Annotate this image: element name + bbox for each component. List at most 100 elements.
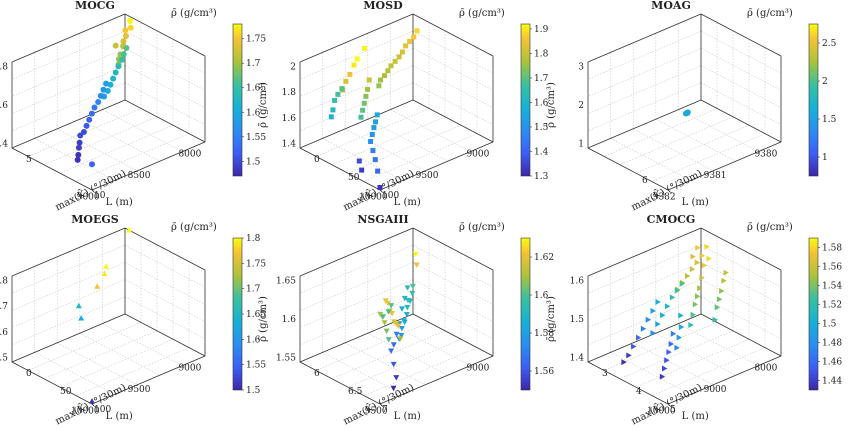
floor-grid-line <box>345 128 426 172</box>
wall-grid-line <box>299 262 414 311</box>
colorbar-tick-label: 1.65 <box>246 310 266 320</box>
z-tick-label: 3 <box>578 62 584 72</box>
chart-title: MOEGS <box>71 213 119 226</box>
data-point <box>692 301 699 308</box>
axis-edge <box>124 13 206 57</box>
data-point <box>119 56 126 63</box>
colorbar-tick-label: 1.6 <box>534 291 549 301</box>
floor-grid-line <box>651 133 766 182</box>
data-point <box>122 27 129 34</box>
wall-grid-line <box>700 244 782 288</box>
colorbar-label: ρ̄ (g/cm³) <box>459 222 505 233</box>
axis-edge <box>700 13 782 57</box>
wall-grid-line <box>299 296 414 346</box>
axis-edge <box>299 13 414 63</box>
axis-edge <box>667 355 782 405</box>
data-point <box>103 80 110 87</box>
floor-grid-line <box>27 322 142 371</box>
wall-grid-line <box>11 296 126 346</box>
data-point <box>398 333 405 339</box>
data-point <box>127 24 134 31</box>
z-tick-label: 2 <box>578 101 584 111</box>
data-point <box>120 51 127 58</box>
floor-grid-line <box>315 322 430 371</box>
chart-title: CMOCG <box>647 213 696 226</box>
wall-grid-line <box>412 30 494 74</box>
floor-grid-line <box>43 116 158 166</box>
wall-grid-line <box>11 48 126 97</box>
wall-grid-line <box>11 262 126 311</box>
colorbar-tick-label: 1 <box>822 153 828 163</box>
z-tick-label: 1.6 <box>0 328 8 338</box>
wall-grid-line <box>587 279 702 328</box>
data-point <box>376 83 382 89</box>
floor-grid-line <box>390 323 471 366</box>
colorbar-gradient <box>808 23 819 177</box>
colorbar-gradient <box>232 237 243 391</box>
floor-grid-line <box>619 116 734 166</box>
wall-grid-line <box>412 262 494 305</box>
y-tick-label: 5 <box>670 405 676 415</box>
y-tick-label: 6.5 <box>348 387 363 397</box>
wall-grid-line <box>124 262 206 305</box>
floor-grid-line <box>79 332 160 376</box>
floor-grid-line <box>322 352 403 395</box>
data-point <box>389 310 396 317</box>
data-point <box>384 300 391 307</box>
data-point <box>368 138 374 144</box>
x-tick-label: 10000 <box>647 407 676 417</box>
data-point <box>375 168 381 174</box>
data-point <box>95 98 102 105</box>
z-tick-label: 1.8 <box>0 276 8 286</box>
axes-box <box>299 227 494 405</box>
data-point <box>699 274 705 281</box>
data-point <box>89 398 95 404</box>
z-tick-label: 1.65 <box>276 276 296 286</box>
data-points <box>682 109 691 117</box>
x-tick-label: 9000 <box>704 385 727 395</box>
data-point <box>358 114 364 120</box>
colorbar: ρ̄ (g/cm³) 1.5 1.55 1.6 1.65 1.7 1.75 1.8 <box>171 222 266 396</box>
y-tick-label: 50 <box>60 387 72 397</box>
data-point <box>390 385 397 392</box>
floor-grid-line <box>603 322 718 371</box>
axes-box <box>11 13 206 191</box>
axes-box <box>299 13 494 191</box>
wall-grid-line <box>412 296 494 340</box>
data-point <box>365 86 371 92</box>
data-point <box>369 132 375 138</box>
data-point <box>688 322 694 328</box>
data-point <box>407 38 413 44</box>
data-point <box>689 266 696 273</box>
data-point <box>351 62 357 68</box>
data-point <box>676 334 682 341</box>
data-point <box>110 75 117 82</box>
floor-grid-line <box>59 338 174 388</box>
wall-grid-line <box>412 279 494 322</box>
z-tick-label: 1.6 <box>0 101 8 111</box>
data-point <box>393 375 400 381</box>
wall-grid-line <box>587 65 702 114</box>
floor-grid-line <box>331 330 446 380</box>
y-tick-label: 100 <box>94 405 111 415</box>
x-tick-label: 9500 <box>128 385 151 395</box>
wall-grid-line <box>587 262 702 311</box>
data-point <box>404 304 411 311</box>
floor-grid-line <box>363 347 478 396</box>
wall-grid-line <box>412 48 494 91</box>
axes-box <box>587 13 782 191</box>
wall-grid-line <box>587 244 702 294</box>
axis-edge <box>587 227 702 277</box>
x-axis-label: L (m) <box>682 411 709 422</box>
data-point <box>382 73 388 79</box>
colorbar-tick-label: 1.48 <box>822 339 842 349</box>
wall-grid-line <box>11 82 126 132</box>
floor-grid-line <box>603 108 718 157</box>
data-point <box>631 343 637 350</box>
x-axis-label: L (m) <box>682 197 709 208</box>
data-point <box>388 303 395 309</box>
panel-mocg: MOCG8000850090005101.41.61.8L (m)max(K̄)… <box>0 0 266 213</box>
floor-grid-line <box>75 347 190 396</box>
colorbar-tick-label: 1.7 <box>246 285 261 295</box>
